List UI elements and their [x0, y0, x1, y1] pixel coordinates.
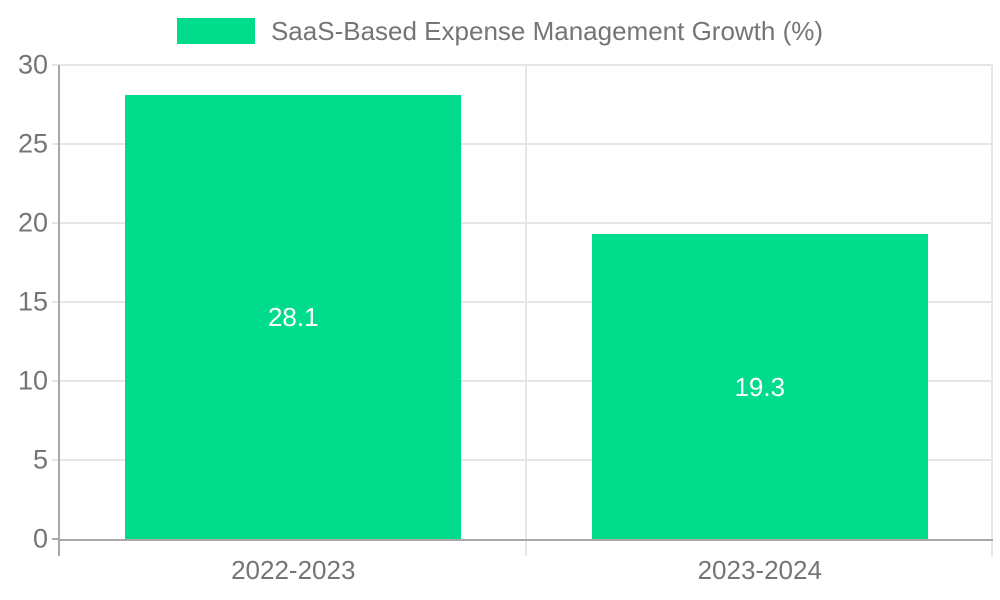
- y-tick-label: 0: [32, 523, 48, 554]
- y-axis-line: [58, 65, 60, 556]
- x-tick-mark: [524, 539, 527, 556]
- legend-swatch: [176, 18, 255, 44]
- x-tick-label: 2023-2024: [697, 555, 822, 585]
- x-tick-mark: [991, 539, 993, 556]
- legend-label: SaaS-Based Expense Management Growth (%): [270, 16, 824, 46]
- bar-value-label: 19.3: [734, 371, 786, 402]
- gridline: [60, 222, 993, 224]
- x-tick-label: 2022-2023: [231, 555, 356, 585]
- y-tick-mark: [52, 64, 60, 66]
- gridline: [60, 301, 993, 303]
- y-tick-label: 10: [17, 365, 48, 396]
- y-tick-mark: [52, 143, 60, 145]
- gridline: [60, 64, 993, 66]
- y-tick-label: 15: [17, 286, 48, 317]
- plot-area: 0 5 10 15 20 25 30 28.1 2022-2023 19.3 2023-2024: [18, 51, 993, 583]
- category-boundary-gridline: [991, 65, 993, 539]
- y-tick-label: 25: [17, 128, 48, 159]
- y-tick-mark: [52, 222, 60, 224]
- category-boundary-gridline: [524, 65, 527, 539]
- y-tick-mark: [52, 301, 60, 303]
- bar[interactable]: [125, 95, 462, 539]
- bar[interactable]: [591, 234, 928, 539]
- y-tick-label: 20: [17, 207, 48, 238]
- x-axis-line: [58, 539, 993, 541]
- gridline: [60, 143, 993, 145]
- gridline: [60, 459, 993, 461]
- bar-value-label: 28.1: [267, 302, 319, 332]
- y-tick-mark: [52, 538, 60, 540]
- y-tick-mark: [52, 459, 60, 461]
- y-tick-label: 30: [17, 49, 48, 80]
- y-tick-label: 5: [32, 444, 48, 475]
- gridline: [60, 380, 993, 382]
- y-tick-mark: [52, 380, 60, 382]
- legend[interactable]: SaaS-Based Expense Management Growth (%): [0, 14, 1000, 48]
